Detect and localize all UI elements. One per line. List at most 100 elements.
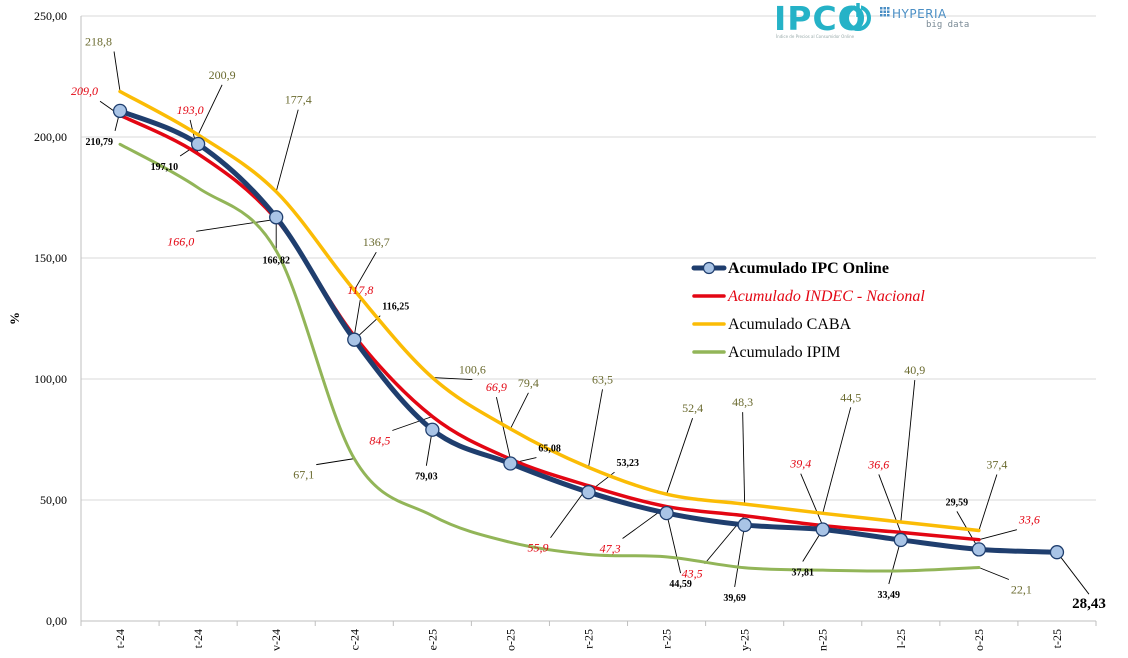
legend-entry: Acumulado CABA [728,316,852,333]
data-label: 53,23 [617,458,640,469]
x-tick-label: n-25 [816,629,830,651]
data-label: 210,79 [86,137,114,148]
data-label: 84,5 [369,434,390,448]
data-label: 22,1 [1011,583,1032,597]
ipc-online-point [347,332,362,347]
leader-line [495,397,511,460]
data-label: 37,4 [986,457,1007,471]
data-label: 43,5 [682,567,703,581]
legend-marker [702,261,716,275]
ipc-online-point [737,517,752,533]
hyperia-icon-dot [887,14,890,17]
ipco-logo-subtitle: Índice de Precios al Consumidor Online [776,34,855,39]
data-label: 200,9 [209,68,236,82]
x-tick-label: o-25 [972,629,986,651]
hyperia-icon-dot [883,14,886,17]
y-tick-label: 150,00 [34,251,67,265]
ipc-online-point [112,103,128,119]
data-label: 47,3 [600,542,621,556]
data-label: 36,6 [867,457,889,471]
data-label: 79,03 [415,472,438,483]
hyperia-icon-dot [883,7,886,10]
leader-line [888,539,902,585]
data-label: 48,3 [732,395,753,409]
data-label: 29,59 [946,497,969,508]
series-caba-line [118,89,981,533]
hyperia-icon-dot [887,7,890,10]
leader-line [878,474,902,533]
leader-line [353,299,361,336]
leader-line [196,218,277,232]
data-label: 117,8 [347,283,373,297]
leader-line [822,407,852,514]
leader-line [734,524,746,588]
ipc-online-point [190,136,206,152]
ipc-online-point [425,422,440,437]
hyperia-icon-dot [880,7,883,10]
data-label: 28,43 [1072,596,1106,612]
series-ipim-line [118,142,981,573]
hyperia-icon-dot [883,10,886,13]
data-label: 209,0 [71,84,98,98]
leader-line [113,51,121,92]
x-tick-label: t-25 [1050,629,1064,648]
data-label: 44,5 [840,390,861,404]
data-label: 177,4 [285,93,312,107]
leader-line [316,458,355,466]
y-tick-label: 50,00 [40,493,67,507]
data-label: 40,9 [904,363,925,377]
x-tick-label: c-24 [347,629,361,650]
hyperia-icon-dot [887,10,890,13]
hyperia-logo-subtitle: big data [926,20,970,30]
data-label: 37,81 [791,567,814,578]
x-tick-label: t-24 [113,629,127,648]
data-label: 66,9 [486,380,507,394]
ipc-online-point [971,542,987,557]
data-label: 67,1 [293,468,314,482]
leader-line [900,379,916,523]
leader-line [275,109,299,192]
leader-line [978,474,998,531]
data-label: 65,08 [538,444,561,455]
hyperia-icon-dot [880,14,883,17]
y-tick-label: 0,00 [46,614,67,628]
leader-line [666,418,694,495]
leader-line [197,84,223,136]
x-tick-label: t-24 [191,629,205,648]
leader-line [1056,551,1090,595]
data-label: 33,6 [1018,513,1040,527]
ipc-online-point [815,522,830,537]
x-tick-label: o-25 [503,629,517,651]
leader-line [353,251,377,291]
data-label: 136,7 [363,235,390,249]
ipc-online-point [503,456,518,471]
leader-line [432,377,473,380]
x-tick-label: r-25 [582,629,596,649]
data-label: 218,8 [85,35,112,49]
ipc-online-point [581,485,596,500]
data-label: 166,82 [262,255,290,266]
ipc-online-point [269,210,284,225]
data-label: 52,4 [682,401,703,415]
data-label: 39,69 [723,593,746,604]
data-label: 197,10 [151,162,179,173]
leader-line [978,529,1017,541]
x-tick-label: e-25 [425,629,439,650]
data-label: 166,0 [167,234,194,248]
ipc-online-point [893,532,908,548]
data-label: 193,0 [177,103,204,117]
leader-line [392,416,433,431]
data-label: 55,9 [528,541,549,555]
hyperia-logo: HYPERIA [892,7,947,21]
hyperia-icon-dot [880,10,883,13]
leader-line [588,389,603,468]
x-tick-label: l-25 [894,629,908,648]
legend-entry: Acumulado IPC Online [728,260,889,277]
data-label: 63,5 [592,372,613,386]
x-tick-label: v-24 [269,629,283,651]
leader-line [742,412,746,505]
x-tick-label: r-25 [660,629,674,649]
data-label: 33,49 [878,590,901,601]
legend-entry: Acumulado IPIM [728,344,840,361]
